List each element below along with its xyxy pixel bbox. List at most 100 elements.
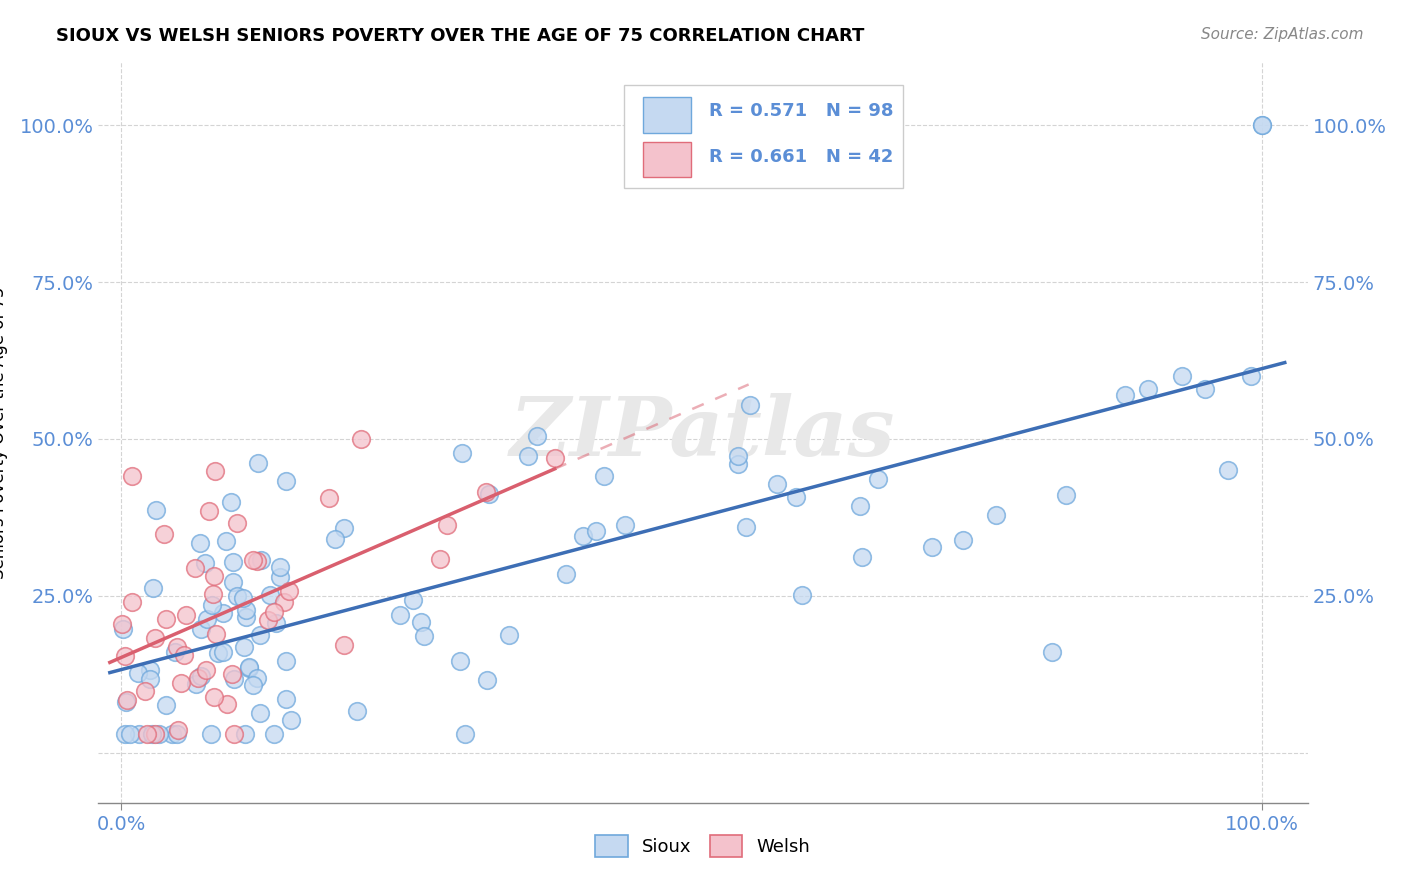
Point	[246, 554, 269, 568]
Point	[986, 508, 1008, 522]
Point	[333, 638, 356, 652]
Point	[544, 450, 567, 465]
Point	[212, 606, 235, 620]
Point	[127, 666, 149, 681]
Point	[1251, 118, 1274, 132]
Point	[849, 499, 872, 513]
Point	[735, 520, 758, 534]
Point	[221, 667, 243, 681]
Point	[222, 555, 245, 569]
Point	[1040, 645, 1063, 659]
Text: R = 0.571   N = 98: R = 0.571 N = 98	[709, 102, 894, 120]
Bar	[624, 85, 903, 188]
Point	[269, 560, 291, 574]
Point	[190, 623, 212, 637]
Point	[738, 398, 761, 412]
Point	[111, 617, 134, 632]
Point	[134, 683, 156, 698]
Point	[571, 529, 593, 543]
Point	[200, 727, 222, 741]
Point	[276, 475, 298, 489]
Point	[350, 432, 373, 446]
Point	[1171, 369, 1194, 384]
Point	[202, 569, 225, 583]
Point	[166, 723, 188, 737]
Point	[412, 629, 434, 643]
Point	[1136, 382, 1159, 396]
Point	[184, 561, 207, 575]
Point	[259, 588, 281, 602]
Point	[139, 672, 162, 686]
Point	[257, 614, 280, 628]
Point	[222, 574, 245, 589]
Point	[174, 607, 197, 622]
Point	[1239, 369, 1261, 384]
Point	[555, 567, 578, 582]
Point	[1114, 388, 1136, 402]
Point	[478, 487, 501, 501]
Point	[593, 468, 616, 483]
Point	[170, 676, 193, 690]
Point	[190, 669, 212, 683]
Point	[166, 727, 188, 741]
Point	[235, 610, 257, 624]
Point	[217, 697, 239, 711]
Point	[204, 464, 226, 478]
Legend: Sioux, Welsh: Sioux, Welsh	[588, 828, 818, 864]
Point	[411, 615, 433, 629]
Point	[498, 628, 520, 642]
Point	[264, 615, 287, 630]
Text: ZIPatlas: ZIPatlas	[510, 392, 896, 473]
Point	[921, 540, 943, 554]
Point	[1251, 118, 1274, 132]
Point	[273, 595, 295, 609]
Point	[1194, 382, 1216, 396]
Point	[114, 727, 136, 741]
Point	[1216, 463, 1239, 477]
Point	[202, 690, 225, 704]
Point	[173, 648, 195, 662]
Point	[212, 645, 235, 659]
Point	[148, 727, 170, 741]
Point	[318, 491, 340, 505]
Text: Source: ZipAtlas.com: Source: ZipAtlas.com	[1201, 27, 1364, 42]
Point	[121, 469, 143, 483]
Point	[516, 450, 538, 464]
Point	[120, 727, 142, 741]
Point	[114, 695, 136, 709]
Point	[226, 589, 249, 603]
Point	[194, 556, 217, 570]
Point	[332, 520, 354, 534]
Point	[222, 672, 245, 686]
Point	[454, 727, 477, 741]
Point	[188, 536, 211, 550]
Point	[155, 611, 177, 625]
Point	[274, 654, 297, 668]
Point	[402, 592, 425, 607]
Point	[727, 449, 749, 463]
Point	[475, 673, 498, 687]
Point	[155, 698, 177, 712]
Point	[238, 660, 260, 674]
Point	[225, 516, 247, 530]
Point	[115, 692, 138, 706]
Y-axis label: Seniors Poverty Over the Age of 75: Seniors Poverty Over the Age of 75	[0, 286, 8, 579]
Point	[162, 727, 184, 741]
Point	[792, 588, 814, 602]
Point	[142, 581, 165, 595]
Point	[202, 587, 225, 601]
Text: SIOUX VS WELSH SENIORS POVERTY OVER THE AGE OF 75 CORRELATION CHART: SIOUX VS WELSH SENIORS POVERTY OVER THE …	[56, 27, 865, 45]
Point	[851, 550, 873, 565]
Point	[263, 606, 285, 620]
Point	[204, 627, 226, 641]
Point	[153, 527, 176, 541]
Point	[276, 692, 298, 706]
Point	[766, 477, 789, 491]
Point	[232, 591, 254, 605]
Point	[141, 727, 163, 741]
Point	[249, 628, 271, 642]
Point	[128, 727, 150, 741]
Point	[242, 678, 264, 692]
Point	[207, 646, 229, 660]
Point	[1054, 488, 1077, 502]
